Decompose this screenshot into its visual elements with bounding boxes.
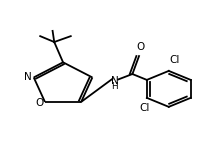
Text: Cl: Cl (139, 103, 150, 113)
Text: O: O (35, 98, 43, 108)
Text: Cl: Cl (170, 55, 180, 66)
Text: H: H (112, 82, 118, 91)
Text: N: N (111, 76, 119, 86)
Text: O: O (136, 42, 144, 52)
Text: N: N (24, 72, 32, 82)
